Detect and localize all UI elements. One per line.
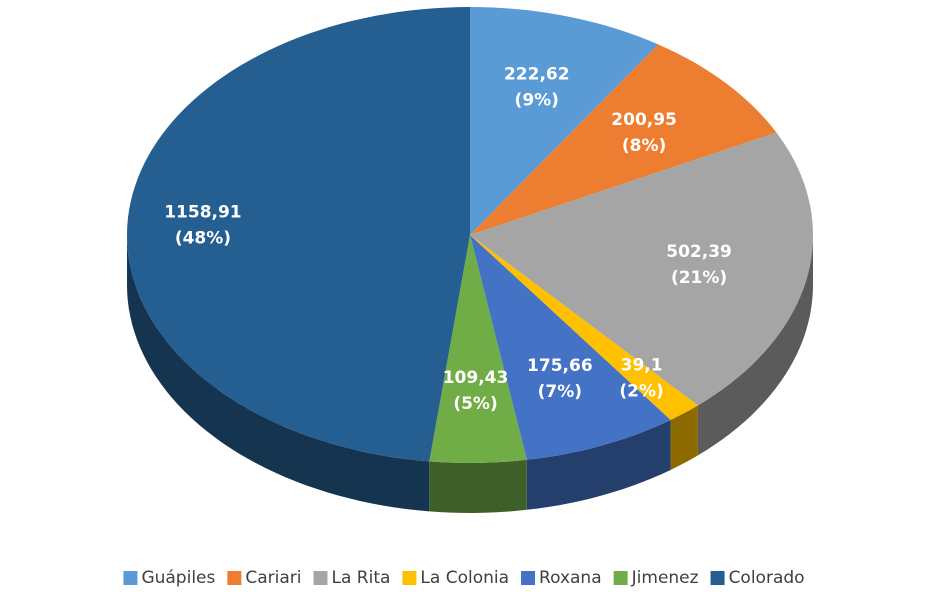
slice <box>470 44 777 236</box>
slice <box>429 235 527 463</box>
percent-label: (5%) <box>453 394 497 414</box>
slice <box>470 235 671 460</box>
slice-side <box>127 235 430 512</box>
value-label: 222,62 <box>504 64 570 84</box>
value-label: 109,43 <box>443 368 509 388</box>
slice-side <box>697 235 813 456</box>
percent-label: (9%) <box>515 90 559 110</box>
legend-swatch <box>313 571 328 585</box>
value-label: 1158,91 <box>164 202 241 222</box>
legend-label: Roxana <box>539 568 602 588</box>
legend-label: Jimenez <box>631 568 699 588</box>
value-label: 175,66 <box>527 356 593 376</box>
slice-side <box>670 405 698 470</box>
legend-swatch <box>227 571 242 585</box>
slice <box>127 7 470 462</box>
legend: Guápiles Cariari La Rita La Colonia Roxana Ji… <box>123 568 805 588</box>
value-label: 39,1 <box>621 355 663 375</box>
slice <box>470 235 698 420</box>
legend-label: Colorado <box>729 568 805 588</box>
percent-label: (48%) <box>175 228 231 248</box>
legend-swatch <box>123 571 138 585</box>
value-label: 200,95 <box>611 110 677 130</box>
legend-label: La Rita <box>332 568 391 588</box>
legend-swatch <box>613 571 628 585</box>
legend-label: Guápiles <box>141 568 215 588</box>
legend-label: Cariari <box>245 568 301 588</box>
legend-swatch <box>521 571 536 585</box>
legend-swatch <box>402 571 417 585</box>
slice-side <box>429 459 527 513</box>
slice <box>470 7 659 235</box>
percent-label: (21%) <box>671 268 727 288</box>
percent-label: (2%) <box>619 381 663 401</box>
legend-swatch <box>710 571 725 585</box>
slice-side <box>526 420 671 510</box>
slice <box>470 132 813 406</box>
legend-label: La Colonia <box>420 568 509 588</box>
percent-label: (7%) <box>538 382 582 402</box>
value-label: 502,39 <box>666 242 732 262</box>
percent-label: (8%) <box>622 136 666 156</box>
